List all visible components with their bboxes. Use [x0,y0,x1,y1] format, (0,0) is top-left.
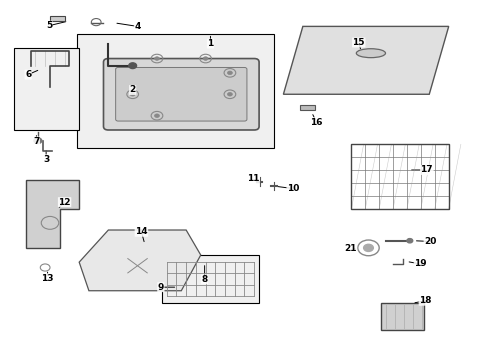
Circle shape [130,93,135,96]
Text: 18: 18 [418,296,431,305]
Text: 10: 10 [286,184,299,193]
Polygon shape [380,303,424,330]
Text: 9: 9 [157,283,163,292]
Circle shape [203,57,207,60]
Circle shape [406,239,412,243]
Text: 15: 15 [352,38,364,47]
Text: 12: 12 [58,198,71,207]
Polygon shape [283,26,448,94]
Text: 14: 14 [135,227,147,236]
Circle shape [227,71,232,75]
Text: 11: 11 [246,174,259,183]
Polygon shape [26,180,79,248]
Text: 4: 4 [134,22,141,31]
Circle shape [34,138,41,144]
Bar [162,255,259,303]
Text: 3: 3 [43,155,49,164]
FancyBboxPatch shape [116,67,246,121]
Text: 20: 20 [423,237,435,246]
Circle shape [154,57,159,60]
Circle shape [154,114,159,117]
Circle shape [128,63,136,68]
Text: 8: 8 [201,275,207,284]
Bar [14,48,79,130]
Bar [351,144,448,208]
Text: 17: 17 [420,166,432,175]
Text: 19: 19 [413,260,426,269]
Polygon shape [300,105,314,111]
Text: 7: 7 [33,137,40,146]
Text: 13: 13 [41,274,54,283]
Text: 16: 16 [309,118,322,127]
Text: 5: 5 [46,21,52,30]
Polygon shape [50,16,64,21]
Circle shape [363,244,372,251]
Text: 2: 2 [129,85,136,94]
Circle shape [227,93,232,96]
FancyBboxPatch shape [103,59,259,130]
Text: 6: 6 [25,70,31,79]
Polygon shape [79,230,201,291]
Text: 1: 1 [207,39,213,48]
Bar [77,33,273,148]
Text: 21: 21 [344,244,356,253]
Ellipse shape [356,49,385,58]
